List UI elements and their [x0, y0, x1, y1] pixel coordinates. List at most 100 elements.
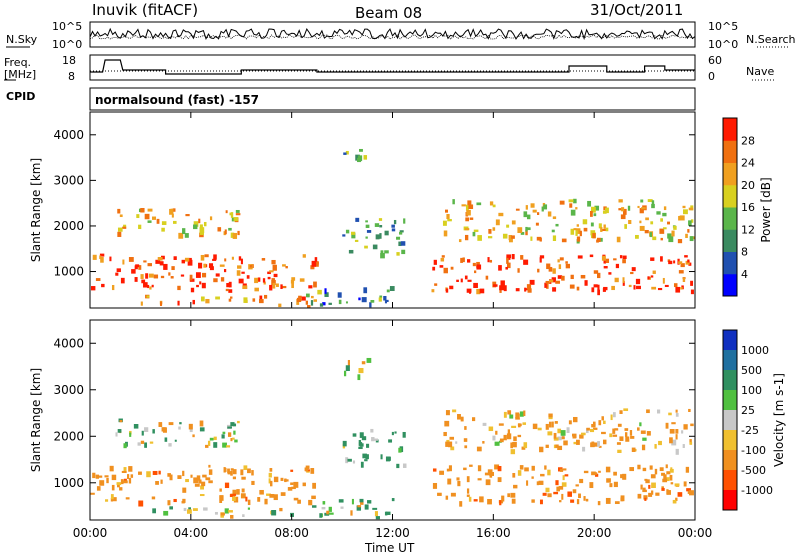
echo-cell — [510, 492, 516, 498]
echo-cell — [305, 300, 308, 305]
echo-cell — [117, 208, 121, 214]
echo-cell — [209, 266, 214, 271]
echo-cell — [101, 283, 105, 288]
echo-cell — [456, 477, 460, 481]
echo-cell — [678, 215, 681, 221]
echo-cell — [498, 265, 502, 271]
echo-cell — [466, 488, 470, 494]
echo-cell — [452, 409, 457, 413]
echo-cell — [224, 508, 229, 514]
echo-cell — [370, 428, 374, 433]
echo-cell — [144, 427, 149, 432]
echo-cell — [464, 234, 469, 241]
echo-cell — [530, 236, 533, 241]
echo-cell — [358, 367, 364, 374]
echo-cell — [313, 299, 318, 302]
echo-cell — [603, 266, 608, 269]
echo-cell — [177, 285, 181, 291]
echo-cell — [628, 284, 632, 288]
echo-cell — [220, 277, 225, 282]
echo-cell — [123, 224, 127, 228]
echo-cell — [466, 476, 470, 483]
echo-cell — [168, 272, 171, 276]
echo-cell — [552, 287, 557, 292]
freq-tick-bottom: 8 — [68, 70, 75, 83]
echo-cell — [687, 259, 690, 263]
echo-cell — [233, 423, 237, 427]
echo-cell — [619, 436, 624, 441]
power-colorbar-label: Power [dB] — [759, 177, 773, 242]
echo-cell — [572, 436, 577, 439]
echo-cell — [384, 300, 388, 304]
echo-cell — [580, 274, 586, 279]
echo-cell — [441, 255, 445, 258]
echo-cell — [596, 239, 599, 243]
echo-cell — [667, 233, 672, 239]
echo-cell — [644, 478, 648, 481]
echo-cell — [477, 465, 482, 472]
echo-cell — [380, 454, 383, 460]
echo-cell — [682, 205, 686, 209]
echo-cell — [128, 466, 133, 472]
echo-cell — [205, 444, 209, 448]
echo-cell — [473, 282, 478, 288]
echo-cell — [651, 286, 657, 290]
echo-cell — [492, 435, 496, 441]
echo-cell — [473, 229, 479, 232]
echo-cell — [357, 505, 362, 508]
echo-cell — [177, 475, 182, 479]
noise-right-label: N.Search — [746, 33, 796, 46]
echo-cell — [311, 495, 316, 500]
echo-cell — [358, 442, 362, 446]
echo-cell — [628, 220, 632, 225]
noise-right-tick-top: 10^5 — [708, 20, 738, 33]
echo-cell — [291, 282, 294, 289]
echo-cell — [650, 257, 655, 261]
echo-cell — [198, 479, 202, 484]
echo-cell — [593, 284, 598, 288]
echo-cell — [189, 274, 193, 281]
echo-cell — [230, 437, 233, 442]
echo-cell — [548, 421, 552, 428]
echo-cell — [343, 152, 347, 155]
echo-cell — [500, 280, 505, 286]
echo-cell — [594, 473, 599, 477]
echo-cell — [450, 446, 455, 451]
echo-cell — [245, 496, 248, 502]
echo-cell — [639, 422, 642, 427]
echo-cell — [271, 279, 276, 286]
echo-cell — [570, 274, 574, 280]
echo-cell — [617, 449, 622, 453]
echo-cell — [665, 422, 669, 429]
echo-cell — [149, 441, 154, 444]
echo-cell — [557, 428, 562, 434]
echo-cell — [662, 212, 667, 217]
echo-cell — [263, 294, 268, 299]
echo-cell — [543, 204, 548, 210]
echo-cell — [656, 409, 661, 414]
echo-cell — [232, 469, 237, 475]
echo-cell — [433, 259, 437, 265]
echo-cell — [689, 236, 694, 242]
echo-cell — [120, 479, 124, 485]
echo-cell — [593, 213, 597, 217]
echo-cell — [602, 210, 607, 214]
echo-cell — [293, 481, 299, 488]
echo-cell — [443, 230, 448, 237]
echo-cell — [192, 434, 195, 438]
echo-cell — [257, 497, 261, 502]
echo-cell — [482, 441, 485, 444]
x-tick-label: 00:00 — [678, 526, 713, 540]
echo-cell — [652, 236, 657, 241]
colorbar-tick-label: -25 — [741, 424, 759, 437]
echo-cell — [597, 289, 600, 296]
echo-cell — [347, 359, 350, 366]
echo-cell — [688, 408, 691, 413]
echo-cell — [613, 481, 618, 488]
echo-cell — [464, 426, 467, 430]
echo-cell — [537, 427, 542, 431]
echo-cell — [467, 279, 472, 282]
echo-cell — [499, 289, 502, 293]
echo-cell — [232, 476, 237, 480]
echo-cell — [605, 258, 610, 263]
